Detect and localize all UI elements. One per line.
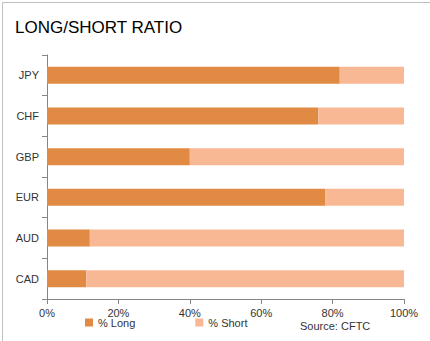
svg-text:0%: 0% — [39, 307, 55, 319]
svg-text:CHF: CHF — [16, 110, 39, 122]
svg-text:% Short: % Short — [208, 317, 247, 329]
svg-text:20%: 20% — [107, 306, 130, 319]
svg-text:40%: 40% — [179, 307, 201, 319]
svg-text:LONG/SHORT RATIO: LONG/SHORT RATIO — [15, 18, 182, 37]
svg-text:JPY: JPY — [19, 69, 40, 81]
svg-text:CAD: CAD — [16, 273, 39, 285]
svg-text:60%: 60% — [250, 307, 272, 319]
svg-text:GBP: GBP — [16, 151, 39, 163]
svg-text:EUR: EUR — [16, 191, 39, 203]
svg-text:% Long: % Long — [98, 317, 135, 329]
svg-text:80%: 80% — [322, 307, 344, 319]
svg-text:100%: 100% — [390, 307, 418, 319]
svg-text:Source: CFTC: Source: CFTC — [300, 320, 370, 332]
svg-text:AUD: AUD — [16, 232, 39, 244]
